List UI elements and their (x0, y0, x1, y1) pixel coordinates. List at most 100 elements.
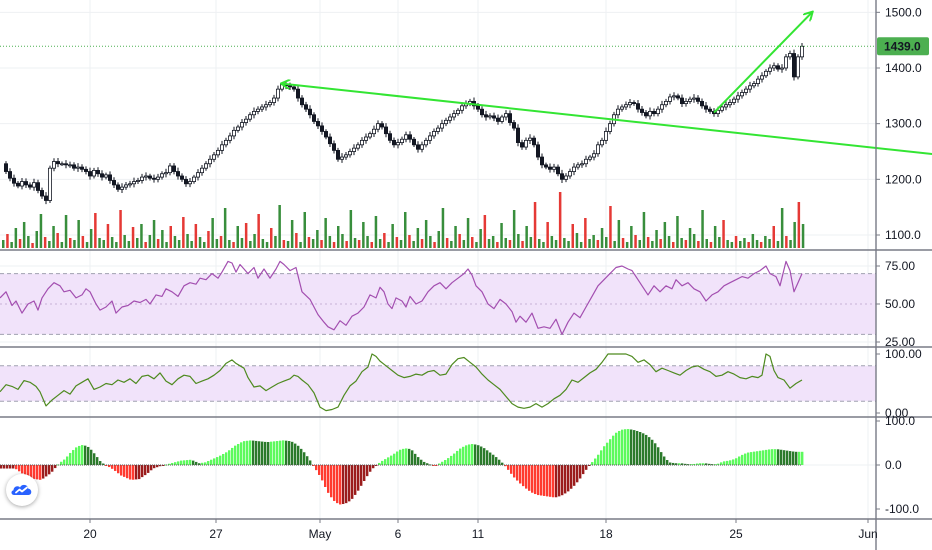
candle (127, 180, 132, 188)
volume-bar (6, 234, 9, 248)
candle (536, 141, 541, 161)
histogram-bar (555, 465, 558, 498)
histogram-bar (531, 465, 534, 493)
rsi-panel (0, 260, 803, 335)
volume-bar (102, 240, 105, 248)
histogram-bar (633, 430, 636, 465)
histogram-bar (318, 465, 321, 475)
volume-bar (349, 210, 353, 248)
volume-bar (797, 202, 801, 248)
histogram-bar (738, 456, 741, 465)
histogram-bar (162, 465, 165, 466)
volume-bar (18, 239, 22, 248)
histogram-bar (537, 465, 540, 496)
price-axis[interactable]: 1500.0 1400.0 1300.0 1200.0 1100.0 75.00 50.00… (876, 5, 929, 516)
volume-bar (529, 237, 533, 248)
histogram-bar (279, 440, 282, 465)
histogram-bar (252, 440, 255, 465)
histogram-bar (597, 454, 600, 465)
candle (343, 151, 348, 160)
histogram-bar (231, 447, 234, 465)
histogram-bar (204, 462, 207, 465)
histogram-bar (546, 465, 549, 497)
volume-bar (223, 208, 227, 248)
histogram-bar (321, 465, 324, 481)
candle (596, 141, 601, 157)
volume-bar (73, 240, 76, 248)
trend-arrow-1 (282, 84, 932, 156)
histogram-bar (300, 448, 303, 465)
histogram-bar (678, 463, 681, 465)
candle (604, 127, 609, 144)
candle (708, 106, 713, 114)
candle (756, 75, 761, 87)
histogram-bar (543, 465, 546, 496)
candle (100, 170, 105, 181)
candle (124, 182, 129, 190)
candle (19, 177, 24, 190)
volume-bar (345, 241, 348, 248)
histogram-bar (390, 455, 393, 465)
candle (532, 135, 537, 148)
candle (135, 177, 140, 185)
volume-bar (282, 240, 286, 248)
histogram-bar (768, 449, 771, 465)
candle (592, 150, 597, 161)
histogram-bar (261, 441, 264, 465)
histogram-bar (138, 465, 141, 480)
volume-bar (479, 229, 482, 248)
candle (147, 173, 152, 181)
volume-bar (491, 236, 495, 248)
volume-bar (69, 238, 72, 248)
candle (179, 173, 184, 182)
time-axis[interactable]: 20 27 May 6 11 18 25 Jun (83, 519, 878, 541)
volume-bar (705, 239, 708, 248)
volume-bar (27, 236, 30, 248)
candle (251, 107, 256, 119)
histogram-bar (378, 462, 381, 465)
volume-bar (190, 241, 193, 248)
candle (315, 118, 320, 129)
candle (407, 131, 412, 143)
histogram-bar (372, 465, 375, 469)
volume-bar (244, 223, 248, 248)
histogram-bar (477, 445, 480, 465)
histogram-bar (534, 465, 537, 495)
candle (295, 85, 300, 102)
oscillator-panel (0, 429, 804, 505)
histogram-bar (33, 465, 36, 479)
price-tick-label: 1400.0 (885, 61, 922, 75)
candle (692, 94, 697, 103)
volume-bar (785, 236, 788, 248)
candle (732, 96, 737, 106)
histogram-bar (189, 459, 192, 465)
candle (247, 112, 252, 122)
histogram-bar (123, 465, 126, 477)
tradingview-logo[interactable] (6, 474, 38, 506)
candle (239, 118, 244, 131)
candle (255, 106, 260, 115)
histogram-bar (402, 448, 405, 465)
volume-bar (10, 242, 13, 248)
histogram-bar (618, 430, 621, 465)
candle (516, 124, 521, 147)
candle (540, 153, 545, 169)
histogram-bar (396, 451, 399, 465)
candle (451, 110, 456, 121)
time-tick-label: May (309, 527, 332, 541)
histogram-bar (414, 453, 417, 465)
volume-bar (764, 236, 767, 248)
histogram-bar (501, 462, 504, 465)
histogram-bar (624, 429, 627, 465)
histogram-bar (45, 465, 48, 477)
histogram-bar (528, 465, 531, 491)
histogram-bar (615, 432, 618, 465)
volume-bar (588, 239, 591, 248)
histogram-bar (405, 448, 408, 465)
volume-bar (718, 237, 721, 248)
candle (483, 110, 488, 121)
histogram-bar (246, 440, 249, 465)
histogram-bar (540, 465, 543, 496)
